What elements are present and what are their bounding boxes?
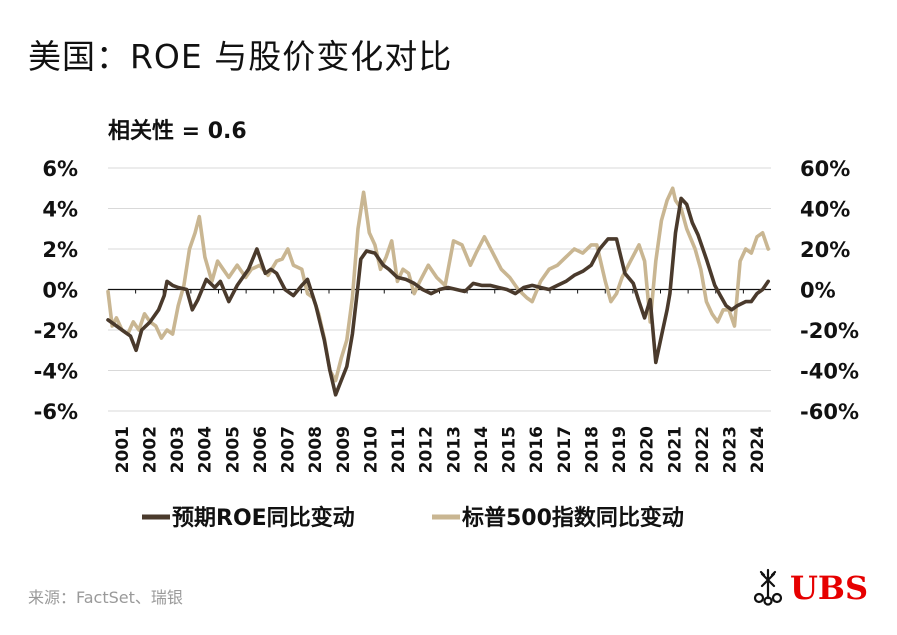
legend-label: 标普500指数同比变动 bbox=[462, 505, 684, 531]
legend-item-roe: 预期ROE同比变动 bbox=[142, 505, 355, 531]
y-left-tick-label: 6% bbox=[42, 157, 78, 181]
legend: 预期ROE同比变动 标普500指数同比变动 bbox=[142, 505, 684, 531]
gridlines bbox=[108, 167, 771, 412]
y-right-tick-label: 20% bbox=[800, 238, 850, 262]
x-tick-label: 2014 bbox=[472, 426, 492, 473]
x-tick-label: 2010 bbox=[361, 426, 381, 473]
ubs-keys-icon bbox=[753, 568, 783, 606]
y-left-tick-label: -2% bbox=[34, 319, 78, 343]
y-left-tick-label: 2% bbox=[42, 238, 78, 262]
x-tick-label: 2007 bbox=[279, 426, 299, 473]
x-tick-label: 2009 bbox=[334, 426, 354, 473]
x-axis: 2001 2002 2003 2004 2005 2006 2007 2008 2009 2010… bbox=[107, 289, 768, 473]
x-tick-label: 2022 bbox=[693, 426, 713, 473]
series-line-spx bbox=[106, 186, 770, 383]
ubs-logo: UBS bbox=[753, 568, 868, 606]
chart-title: 美国：ROE 与股价变化对比 bbox=[28, 37, 453, 76]
y-right-tick-label: 0% bbox=[800, 279, 836, 303]
x-tick-label: 2018 bbox=[582, 426, 602, 473]
y-left-tick-label: -4% bbox=[34, 360, 78, 384]
y-left-tick-label: 0% bbox=[42, 279, 78, 303]
source-note: 来源：FactSet、瑞银 bbox=[28, 588, 183, 607]
series-lines bbox=[106, 186, 770, 397]
x-tick-label: 2015 bbox=[500, 426, 520, 473]
x-tick-label: 2023 bbox=[721, 426, 741, 473]
x-tick-label: 2017 bbox=[555, 426, 575, 473]
correlation-annotation: 相关性 = 0.6 bbox=[108, 119, 247, 144]
y-right-tick-label: -20% bbox=[800, 319, 859, 343]
y-right-tick-label: -40% bbox=[800, 360, 859, 384]
x-tick-label: 2013 bbox=[444, 426, 464, 473]
y-left-tick-label: 4% bbox=[42, 198, 78, 222]
x-tick-label: 2016 bbox=[527, 426, 547, 473]
x-tick-label: 2024 bbox=[748, 426, 768, 473]
x-tick-label: 2019 bbox=[610, 426, 630, 473]
x-tick-label: 2002 bbox=[140, 426, 160, 473]
series-line-roe bbox=[106, 196, 770, 397]
x-tick-label: 2006 bbox=[251, 426, 271, 473]
x-tick-label: 2004 bbox=[196, 426, 216, 473]
y-right-tick-label: 40% bbox=[800, 198, 850, 222]
x-tick-label: 2012 bbox=[417, 426, 437, 473]
x-tick-label: 2021 bbox=[665, 426, 685, 473]
y-right-tick-label: 60% bbox=[800, 157, 850, 181]
legend-label: 预期ROE同比变动 bbox=[172, 505, 355, 531]
x-tick-label: 2001 bbox=[113, 426, 133, 473]
y-axis-left: 6% 4% 2% 0% -2% -4% -6% bbox=[34, 157, 78, 424]
legend-item-spx: 标普500指数同比变动 bbox=[432, 505, 684, 531]
x-tick-label: 2020 bbox=[638, 426, 658, 473]
x-tick-label: 2011 bbox=[389, 426, 409, 473]
x-tick-label: 2005 bbox=[223, 426, 243, 473]
x-tick-label: 2008 bbox=[306, 426, 326, 473]
y-axis-right: 60% 40% 20% 0% -20% -40% -60% bbox=[800, 157, 859, 424]
ubs-wordmark: UBS bbox=[790, 569, 868, 606]
y-left-tick-label: -6% bbox=[34, 400, 78, 424]
x-tick-label: 2003 bbox=[168, 426, 188, 473]
y-right-tick-label: -60% bbox=[800, 400, 859, 424]
